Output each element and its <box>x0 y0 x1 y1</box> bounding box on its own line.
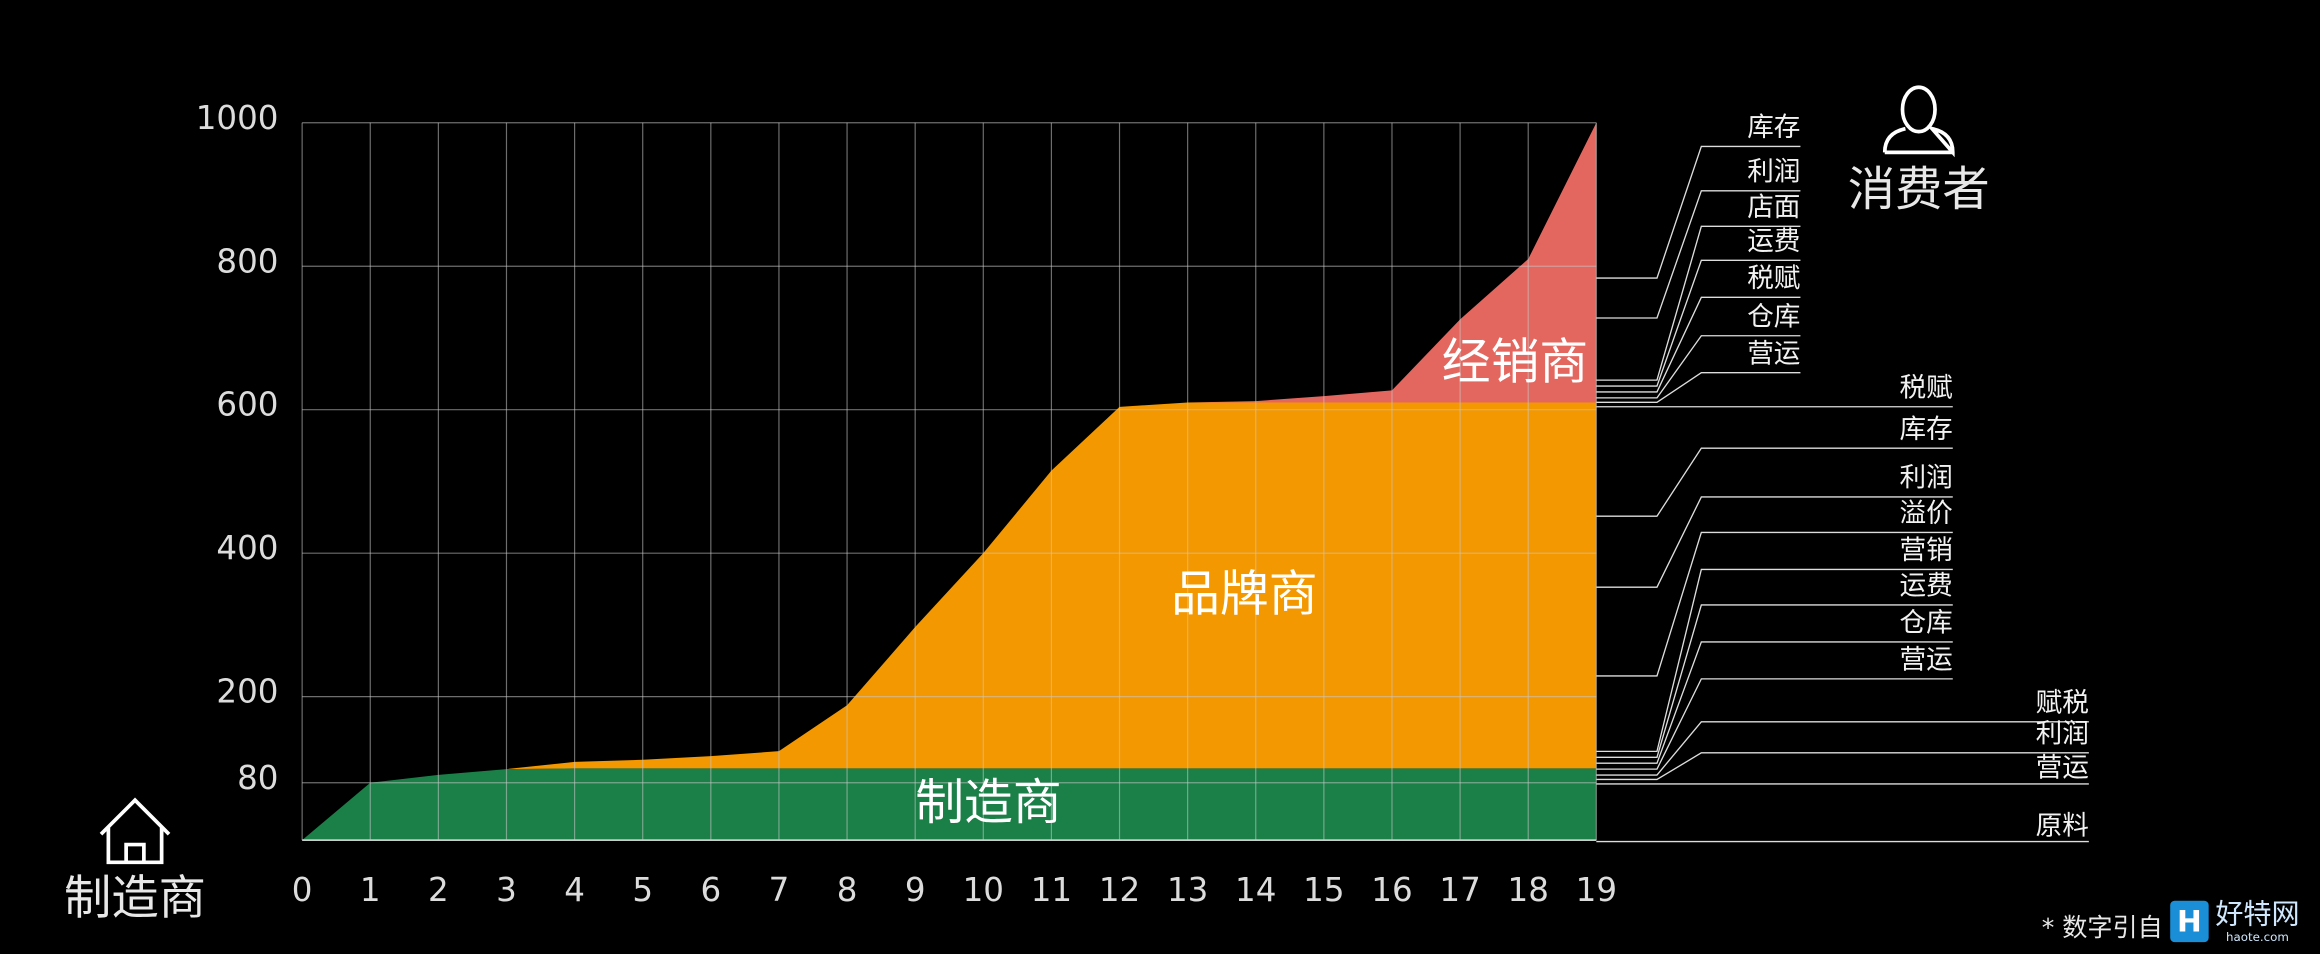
cost-label: 利润 <box>1900 463 1953 494</box>
area <box>302 768 1597 841</box>
cost-label: 仓库 <box>1900 608 1953 639</box>
x-tick-label: 4 <box>564 871 585 909</box>
cost-label: 营运 <box>2036 753 2089 784</box>
cost-label: 营运 <box>1747 338 1800 369</box>
cost-label: 溢价 <box>1900 498 1953 529</box>
leader-lines <box>1596 145 2089 843</box>
leader-line <box>1596 225 1801 381</box>
leader-line <box>1596 447 1953 517</box>
x-tick-label: 16 <box>1371 871 1412 909</box>
x-tick-label: 1 <box>360 871 381 909</box>
cost-label: 原料 <box>2036 810 2089 841</box>
cost-label: 仓库 <box>1747 302 1800 333</box>
leader-line <box>1596 678 1953 770</box>
legend-label: 经销商 <box>1442 333 1588 390</box>
leader-line <box>1596 296 1801 393</box>
cost-label: 利润 <box>1747 157 1800 188</box>
y-tick-label: 1000 <box>196 99 279 137</box>
cost-label: 税赋 <box>1900 372 1953 403</box>
leader-line <box>1596 752 2089 781</box>
y-tick-label: 400 <box>216 529 278 567</box>
cost-label: 营运 <box>1900 645 1953 676</box>
logo-sub: haote.com <box>2226 930 2289 944</box>
house-icon <box>99 797 171 865</box>
x-tick-label: 13 <box>1167 871 1208 909</box>
footnote: * 数字引自 <box>2042 913 2163 942</box>
leader-line <box>1596 335 1801 399</box>
legend-label: 制造商 <box>915 774 1061 831</box>
x-tick-label: 6 <box>700 871 721 909</box>
cost-label: 库存 <box>1747 112 1800 143</box>
x-tick-label: 18 <box>1508 871 1549 909</box>
legend-label: 品牌商 <box>1171 566 1317 623</box>
x-tick-label: 15 <box>1303 871 1344 909</box>
leader-line <box>1596 641 1953 764</box>
leader-line <box>1596 568 1953 753</box>
cost-label: 库存 <box>1900 414 1953 445</box>
person-icon <box>1882 85 1955 158</box>
x-tick-label: 10 <box>963 871 1004 909</box>
x-tick-label: 8 <box>837 871 858 909</box>
x-tick-label: 9 <box>905 871 926 909</box>
x-tick-label: 19 <box>1576 871 1617 909</box>
cost-label: 店面 <box>1747 192 1800 223</box>
cost-label: 运费 <box>1900 571 1953 602</box>
x-tick-label: 11 <box>1031 871 1072 909</box>
x-tick-label: 14 <box>1235 871 1276 909</box>
x-tick-label: 0 <box>292 871 313 909</box>
x-tick-label: 12 <box>1099 871 1140 909</box>
leader-line <box>1596 145 1801 279</box>
x-tick-label: 5 <box>632 871 653 909</box>
x-tick-label: 17 <box>1439 871 1480 909</box>
start-label: 制造商 <box>64 871 206 926</box>
leader-line <box>1596 496 1953 588</box>
cost-label: 营销 <box>1900 535 1953 566</box>
leader-line <box>1596 372 1801 403</box>
leader-line <box>1596 190 1801 319</box>
end-label: 消费者 <box>1848 162 1990 217</box>
cost-label: 赋税 <box>2036 688 2089 719</box>
area <box>302 402 1597 841</box>
logo-icon-letter: H <box>2177 904 2202 938</box>
x-tick-label: 3 <box>496 871 517 909</box>
y-tick-label: 80 <box>237 759 278 797</box>
leader-line <box>1596 604 1953 758</box>
grid <box>301 122 1597 841</box>
logo: 好特网 <box>2215 898 2299 931</box>
plot <box>302 122 1597 841</box>
cost-label: 利润 <box>2036 719 2089 750</box>
leader-line <box>1596 531 1953 677</box>
cost-label: 税赋 <box>1747 263 1800 294</box>
leader-line <box>1596 259 1801 387</box>
y-tick-label: 200 <box>216 673 278 711</box>
x-tick-label: 7 <box>769 871 790 909</box>
logo-icon <box>2170 900 2209 943</box>
y-tick-label: 600 <box>216 386 278 424</box>
leader-line <box>1596 721 2089 776</box>
y-tick-label: 800 <box>216 242 278 280</box>
x-tick-label: 2 <box>428 871 449 909</box>
cost-label: 运费 <box>1747 226 1800 257</box>
